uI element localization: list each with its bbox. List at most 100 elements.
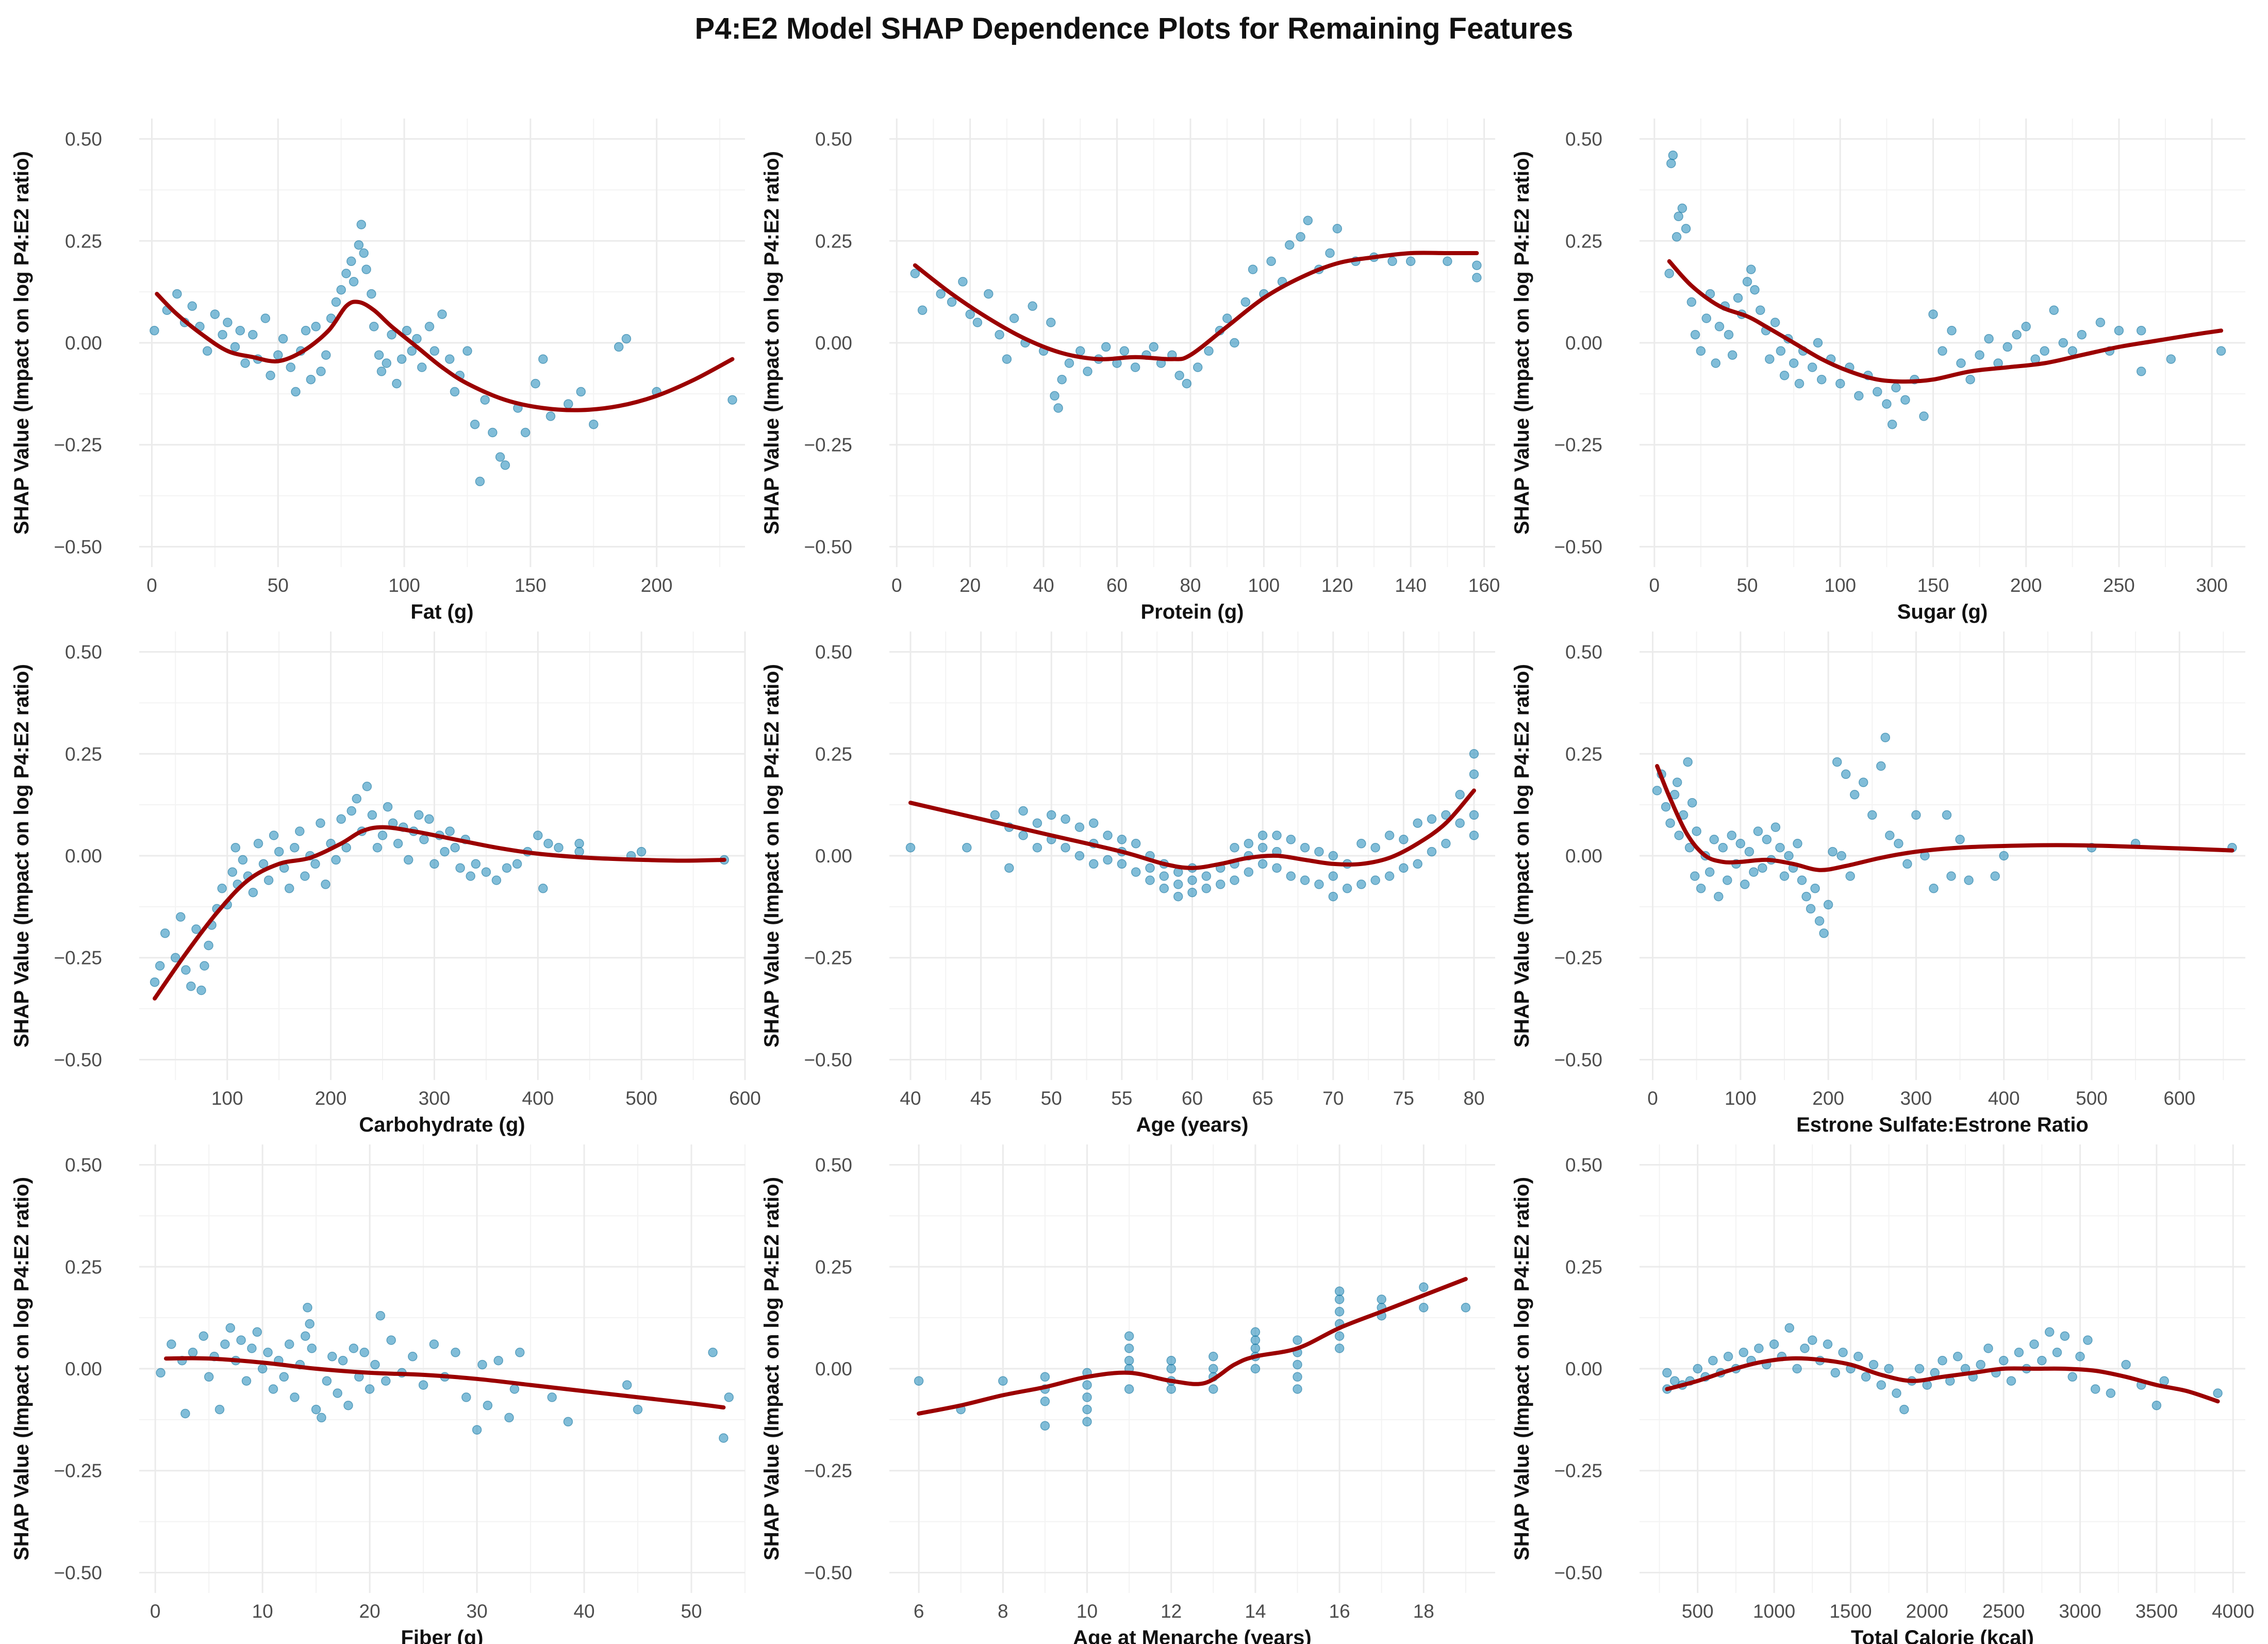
x-tick-label: 12 bbox=[1161, 1601, 1182, 1622]
data-point bbox=[2151, 1400, 2162, 1410]
y-tick-label: 0.50 bbox=[65, 642, 102, 663]
data-point bbox=[387, 329, 396, 340]
data-point bbox=[200, 961, 209, 971]
x-tick-label: 0 bbox=[1647, 1088, 1658, 1109]
data-point bbox=[455, 863, 465, 873]
smooth-trend-line bbox=[1655, 764, 2234, 872]
data-point bbox=[1266, 256, 1276, 267]
data-point bbox=[1723, 1352, 1733, 1361]
data-point bbox=[491, 875, 502, 885]
data-point bbox=[1813, 338, 1823, 348]
data-point bbox=[563, 1417, 573, 1427]
data-point bbox=[346, 256, 356, 267]
data-point bbox=[349, 1343, 359, 1353]
data-point bbox=[252, 1327, 262, 1337]
data-point bbox=[1832, 757, 1842, 767]
y-tick-label: 0.00 bbox=[815, 333, 852, 354]
data-point bbox=[1149, 342, 1158, 352]
x-tick-label: 1000 bbox=[1753, 1601, 1795, 1622]
data-point bbox=[429, 859, 439, 869]
data-point bbox=[1828, 846, 1837, 857]
data-point bbox=[1770, 822, 1781, 832]
data-point bbox=[1405, 256, 1416, 267]
data-point bbox=[321, 879, 330, 889]
data-point bbox=[377, 831, 388, 840]
data-point bbox=[1765, 354, 1775, 364]
data-point bbox=[2075, 1352, 2085, 1361]
data-point bbox=[429, 1339, 439, 1349]
x-tick-label: 600 bbox=[729, 1088, 761, 1109]
data-point bbox=[1750, 285, 1760, 295]
x-tick-label: 1500 bbox=[1829, 1601, 1872, 1622]
data-point bbox=[204, 940, 213, 951]
smooth-trend-line bbox=[164, 1356, 726, 1410]
data-point bbox=[274, 846, 284, 857]
data-point bbox=[2216, 346, 2226, 356]
data-point bbox=[1064, 358, 1074, 368]
data-point bbox=[2029, 1339, 2039, 1349]
data-point bbox=[419, 835, 429, 844]
data-point bbox=[614, 342, 624, 352]
x-tick-label: 100 bbox=[1824, 575, 1856, 596]
data-point bbox=[1793, 839, 1802, 849]
data-point bbox=[1469, 769, 1479, 779]
data-point bbox=[180, 1408, 190, 1419]
data-point bbox=[1873, 387, 1882, 397]
data-point bbox=[1775, 842, 1785, 853]
data-point bbox=[1286, 835, 1296, 844]
x-tick-label: 18 bbox=[1413, 1601, 1434, 1622]
data-point bbox=[1692, 826, 1701, 836]
data-point bbox=[376, 367, 387, 376]
smooth-trend-line bbox=[913, 251, 1479, 361]
y-tick-label: 0.00 bbox=[1565, 333, 1602, 354]
data-point bbox=[450, 842, 460, 853]
data-point bbox=[1674, 211, 1683, 222]
x-tick-label: 10 bbox=[1077, 1601, 1098, 1622]
data-point bbox=[2106, 1388, 2116, 1398]
data-point bbox=[1272, 831, 1282, 840]
data-point bbox=[1999, 851, 2009, 861]
data-point bbox=[227, 867, 238, 877]
y-tick-label: −0.25 bbox=[1554, 435, 1602, 456]
data-point bbox=[316, 367, 326, 376]
data-point bbox=[1040, 1421, 1050, 1431]
data-point bbox=[1708, 1355, 1718, 1366]
data-point bbox=[316, 818, 325, 828]
data-point bbox=[1342, 884, 1352, 893]
data-point bbox=[1998, 1355, 2009, 1366]
data-point bbox=[311, 1404, 321, 1415]
x-tick-label: 50 bbox=[681, 1601, 702, 1622]
data-point bbox=[1384, 831, 1395, 840]
data-point bbox=[1088, 818, 1099, 828]
data-point bbox=[1166, 1355, 1176, 1366]
y-tick-label: −0.50 bbox=[804, 1049, 852, 1070]
data-point bbox=[1900, 395, 1910, 405]
data-point bbox=[1387, 256, 1397, 267]
data-point bbox=[2067, 346, 2078, 356]
y-tick-label: −0.25 bbox=[804, 948, 852, 969]
data-point bbox=[1849, 790, 1860, 800]
data-point bbox=[240, 358, 250, 368]
data-point bbox=[1664, 269, 1674, 278]
x-tick-label: 80 bbox=[1463, 1088, 1484, 1109]
data-point bbox=[1800, 1343, 1810, 1353]
x-tick-label: 100 bbox=[1248, 575, 1280, 596]
data-point bbox=[1004, 863, 1014, 873]
data-point bbox=[2049, 305, 2059, 315]
data-point bbox=[1853, 1352, 1863, 1361]
data-point bbox=[1018, 806, 1028, 816]
data-point bbox=[1441, 839, 1451, 849]
data-point bbox=[905, 842, 916, 853]
y-axis-label: SHAP Value (Impact on log P4:E2 ratio) bbox=[760, 1177, 783, 1560]
data-point bbox=[1082, 1417, 1092, 1427]
data-point bbox=[504, 1413, 514, 1423]
data-point bbox=[331, 855, 341, 865]
data-point bbox=[1257, 859, 1268, 869]
data-point bbox=[437, 309, 447, 319]
data-point bbox=[1334, 1286, 1345, 1296]
data-point bbox=[238, 855, 248, 865]
data-point bbox=[375, 1310, 386, 1321]
data-point bbox=[1753, 826, 1763, 836]
data-point bbox=[481, 867, 491, 877]
